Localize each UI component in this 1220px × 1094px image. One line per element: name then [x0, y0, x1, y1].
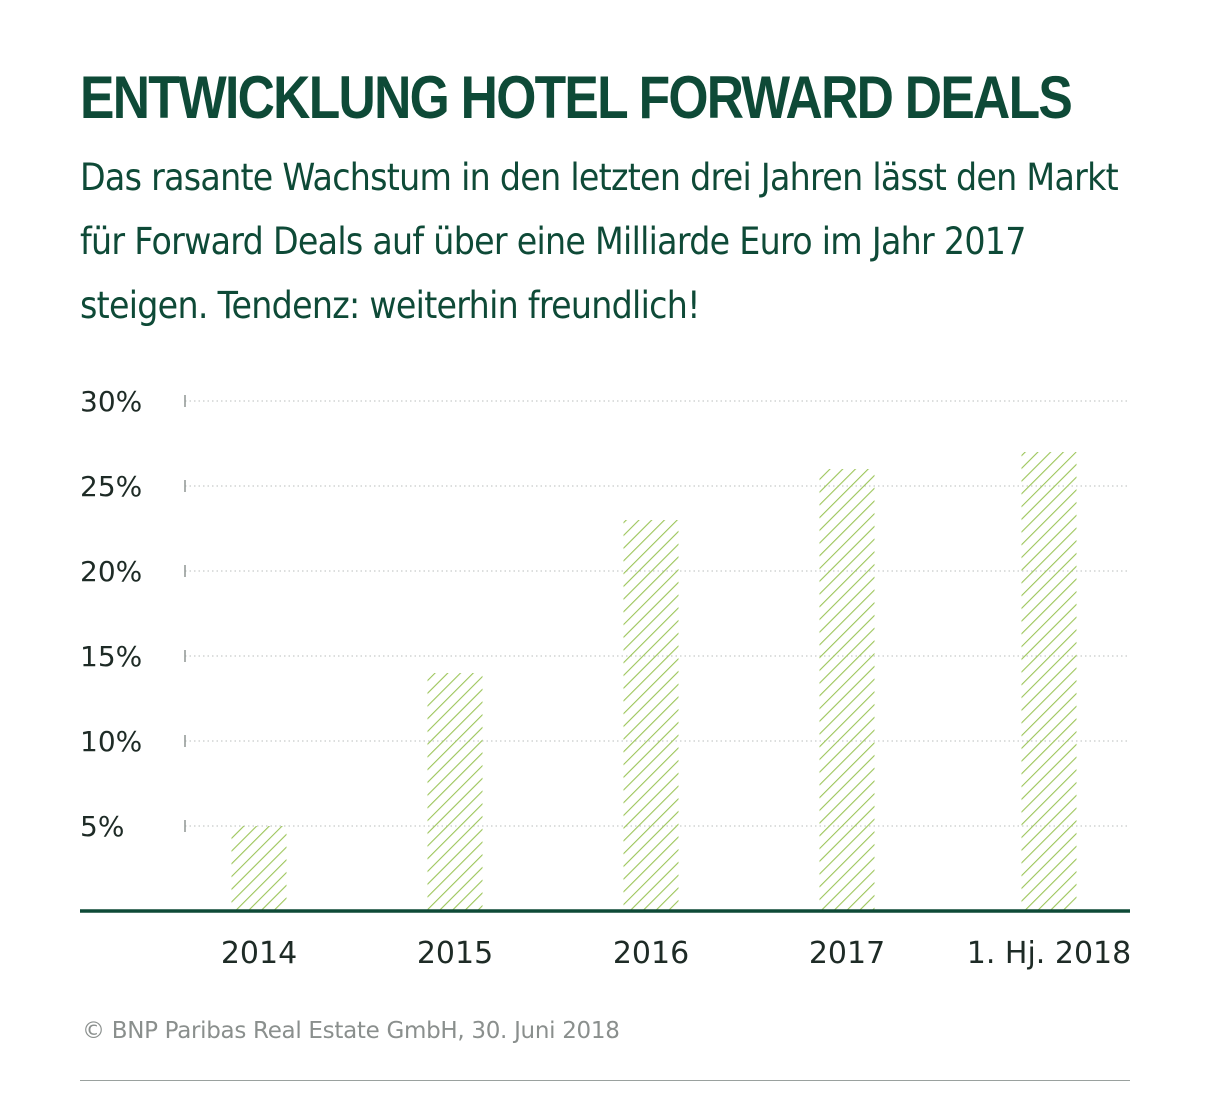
xtick-label-2016: 2016 [613, 936, 689, 971]
ytick-label-10: 10% [80, 725, 142, 758]
xtick-label-2014: 2014 [221, 936, 297, 971]
bar-2016 [623, 520, 679, 911]
chart-subtitle: Das rasante Wachstum in den letzten drei… [80, 156, 1119, 327]
chart-title: ENTWICKLUNG HOTEL FORWARD DEALS [80, 64, 1073, 131]
ytick-label-20: 20% [80, 555, 142, 588]
axis-layer: 5% 10% 15% 20% 25% 30% 2014 2015 2016 2017 1. Hj. … [80, 385, 1131, 971]
xtick-label-2017: 2017 [809, 936, 885, 971]
bar-1-Hj-2018 [1021, 452, 1077, 911]
footer-divider [80, 1080, 1130, 1081]
ytick-label-30: 30% [80, 385, 142, 418]
bar-2015 [427, 673, 483, 911]
ytick-label-15: 15% [80, 640, 142, 673]
source-note: © BNP Paribas Real Estate GmbH, 30. Juni… [82, 1018, 620, 1044]
bar-chart: 5% 10% 15% 20% 25% 30% 2014 2015 2016 2017 1. Hj. … [80, 385, 1131, 971]
ytick-label-5: 5% [80, 810, 124, 843]
xtick-label-1-Hj-2018: 1. Hj. 2018 [967, 936, 1131, 971]
xtick-label-2015: 2015 [417, 936, 493, 971]
bar-2017 [819, 469, 875, 911]
ytick-label-25: 25% [80, 470, 142, 503]
bar-layer [231, 452, 1077, 911]
bar-2014 [231, 826, 287, 911]
